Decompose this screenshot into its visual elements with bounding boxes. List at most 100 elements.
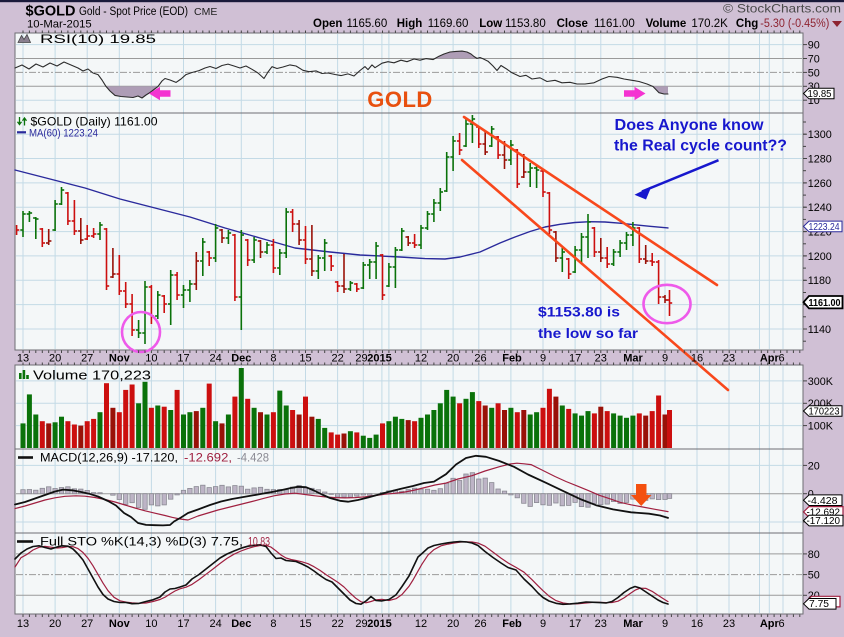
- svg-text:27: 27: [81, 353, 93, 365]
- svg-text:Feb: Feb: [502, 353, 522, 365]
- svg-text:© StockCharts.com: © StockCharts.com: [723, 2, 841, 16]
- svg-text:12: 12: [415, 353, 427, 365]
- svg-text:22: 22: [331, 618, 343, 630]
- svg-text:1169.60: 1169.60: [428, 18, 469, 30]
- svg-text:2015: 2015: [367, 618, 391, 630]
- svg-text:24: 24: [209, 353, 221, 365]
- svg-text:CME: CME: [194, 6, 217, 18]
- svg-text:1223.24: 1223.24: [809, 222, 840, 233]
- svg-text:16: 16: [691, 353, 703, 365]
- svg-text:1161.00: 1161.00: [809, 298, 841, 309]
- svg-text:$GOLD: $GOLD: [26, 4, 76, 20]
- svg-text:100K: 100K: [808, 421, 834, 433]
- svg-text:20: 20: [447, 618, 459, 630]
- svg-text:17: 17: [569, 618, 581, 630]
- svg-text:-12.692: -12.692: [807, 508, 841, 519]
- svg-text:-5.30 (-0.45%): -5.30 (-0.45%): [760, 18, 829, 30]
- svg-text:6: 6: [778, 618, 784, 630]
- svg-text:10: 10: [145, 618, 157, 630]
- svg-text:10.83: 10.83: [248, 537, 270, 549]
- svg-text:23: 23: [723, 353, 735, 365]
- svg-text:1140: 1140: [808, 324, 831, 336]
- svg-text:Nov: Nov: [109, 618, 131, 630]
- svg-text:$1153.80 is: $1153.80 is: [538, 304, 620, 320]
- svg-text:Apr: Apr: [760, 618, 780, 630]
- svg-text:90: 90: [808, 40, 820, 52]
- svg-text:23: 23: [595, 618, 607, 630]
- svg-text:50: 50: [808, 570, 820, 582]
- svg-text:23: 23: [595, 353, 607, 365]
- svg-text:17: 17: [177, 618, 189, 630]
- svg-text:Mar: Mar: [623, 618, 643, 630]
- svg-text:16: 16: [691, 618, 703, 630]
- svg-text:27: 27: [81, 618, 93, 630]
- svg-text:Low: Low: [479, 18, 502, 30]
- svg-text:1300: 1300: [808, 129, 832, 141]
- svg-text:29: 29: [355, 353, 367, 365]
- svg-text:Volume: Volume: [646, 18, 687, 30]
- svg-text:300K: 300K: [808, 376, 834, 388]
- svg-text:-17.120: -17.120: [807, 516, 841, 527]
- svg-text:13: 13: [17, 618, 29, 630]
- svg-text:6: 6: [778, 353, 784, 365]
- svg-text:19.85: 19.85: [808, 89, 832, 100]
- svg-text:Full STO %K(14,3) %D(3) 7.75,: Full STO %K(14,3) %D(3) 7.75,: [40, 537, 243, 549]
- svg-text:-4.428: -4.428: [237, 453, 269, 465]
- svg-text:Does Anyone know: Does Anyone know: [615, 117, 765, 134]
- svg-text:22: 22: [331, 353, 343, 365]
- svg-text:1260: 1260: [808, 178, 832, 190]
- svg-text:8: 8: [270, 353, 276, 365]
- svg-text:24: 24: [209, 618, 221, 630]
- svg-text:29: 29: [355, 618, 367, 630]
- svg-text:8: 8: [270, 618, 276, 630]
- svg-text:20: 20: [49, 618, 61, 630]
- svg-text:9: 9: [662, 353, 668, 365]
- svg-text:1153.80: 1153.80: [505, 18, 546, 30]
- svg-text:1161.00: 1161.00: [594, 18, 635, 30]
- svg-text:Dec: Dec: [231, 353, 251, 365]
- svg-text:170223: 170223: [809, 407, 840, 418]
- svg-text:MACD(12,26,9) -17.120,: MACD(12,26,9) -17.120,: [40, 453, 178, 465]
- svg-text:50: 50: [808, 67, 820, 79]
- svg-text:170.2K: 170.2K: [691, 18, 728, 30]
- svg-text:26: 26: [474, 353, 486, 365]
- svg-text:1240: 1240: [808, 202, 832, 214]
- svg-text:Gold - Spot Price (EOD): Gold - Spot Price (EOD): [79, 4, 188, 18]
- svg-text:Apr: Apr: [760, 353, 780, 365]
- svg-text:1165.60: 1165.60: [347, 18, 388, 30]
- svg-text:MA(60) 1223.24: MA(60) 1223.24: [29, 128, 98, 140]
- svg-text:17: 17: [177, 353, 189, 365]
- svg-text:GOLD: GOLD: [367, 87, 433, 112]
- svg-text:2015: 2015: [367, 353, 391, 365]
- svg-text:-12.692,: -12.692,: [184, 453, 232, 465]
- svg-text:the low so far: the low so far: [538, 325, 639, 341]
- svg-text:Volume 170,223: Volume 170,223: [33, 369, 151, 383]
- svg-text:High: High: [397, 18, 423, 30]
- svg-text:$GOLD (Daily) 1161.00: $GOLD (Daily) 1161.00: [31, 115, 158, 129]
- svg-text:-4.428: -4.428: [808, 496, 838, 507]
- svg-text:1200: 1200: [808, 251, 832, 263]
- svg-text:Dec: Dec: [231, 618, 251, 630]
- svg-text:80: 80: [808, 549, 820, 561]
- svg-text:12: 12: [415, 618, 427, 630]
- svg-text:20: 20: [447, 353, 459, 365]
- svg-text:Chg: Chg: [736, 18, 758, 30]
- svg-text:Open: Open: [313, 18, 342, 30]
- svg-text:9: 9: [662, 618, 668, 630]
- svg-text:7.75: 7.75: [809, 599, 829, 610]
- svg-text:17: 17: [569, 353, 581, 365]
- svg-text:20: 20: [49, 353, 61, 365]
- svg-text:Feb: Feb: [502, 618, 522, 630]
- svg-text:13: 13: [17, 353, 29, 365]
- svg-text:the Real cycle count??: the Real cycle count??: [614, 138, 787, 155]
- svg-text:23: 23: [723, 618, 735, 630]
- svg-text:10: 10: [145, 353, 157, 365]
- svg-text:1280: 1280: [808, 153, 832, 165]
- svg-text:9: 9: [540, 618, 546, 630]
- svg-text:20: 20: [808, 460, 820, 472]
- svg-text:15: 15: [299, 353, 311, 365]
- svg-text:Close: Close: [557, 18, 588, 30]
- svg-text:1180: 1180: [808, 275, 831, 287]
- svg-text:26: 26: [474, 618, 486, 630]
- svg-text:RSI(10) 19.85: RSI(10) 19.85: [40, 32, 156, 46]
